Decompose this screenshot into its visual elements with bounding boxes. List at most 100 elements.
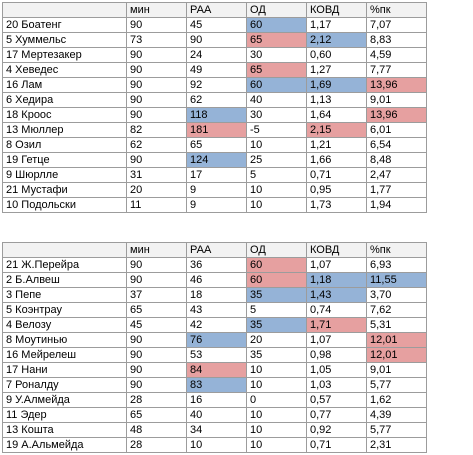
minutes-cell: 90 <box>126 17 187 33</box>
kovd-cell: 1,07 <box>306 257 367 273</box>
kovd-cell: 1,73 <box>306 197 367 213</box>
minutes-cell: 90 <box>126 62 187 78</box>
pk-percent-cell: 4,39 <box>366 407 427 423</box>
od-cell: 35 <box>246 317 307 333</box>
minutes-cell: 62 <box>126 137 187 153</box>
minutes-cell: 11 <box>126 197 187 213</box>
kovd-cell: 0,92 <box>306 422 367 438</box>
kovd-cell: 1,18 <box>306 272 367 288</box>
raa-cell: 62 <box>186 92 247 108</box>
od-cell: 60 <box>246 77 307 93</box>
pk-percent-cell: 9,01 <box>366 362 427 378</box>
table-row: 8 Моутинью 90 76 20 1,07 12,01 <box>2 332 427 348</box>
od-cell: 30 <box>246 107 307 123</box>
stats-table-portugal: мин РАА ОД КОВД %пк 21 Ж.Перейра 90 36 60 1,07 6,9… <box>2 242 427 453</box>
header-row: мин РАА ОД КОВД %пк <box>2 2 427 18</box>
od-cell: 10 <box>246 377 307 393</box>
table-row: 21 Ж.Перейра 90 36 60 1,07 6,93 <box>2 257 427 273</box>
raa-cell: 24 <box>186 47 247 63</box>
raa-cell: 9 <box>186 182 247 198</box>
pk-percent-cell: 7,07 <box>366 17 427 33</box>
player-name-cell: 19 А.Альмейда <box>2 437 127 453</box>
kovd-cell: 1,05 <box>306 362 367 378</box>
player-name-cell: 5 Хуммельс <box>2 32 127 48</box>
player-name-cell: 9 Шюрлле <box>2 167 127 183</box>
player-name-cell: 16 Мейрелеш <box>2 347 127 363</box>
minutes-cell: 90 <box>126 332 187 348</box>
od-cell: 10 <box>246 407 307 423</box>
od-cell: 10 <box>246 197 307 213</box>
table-row: 5 Хуммельс 73 90 65 2,12 8,83 <box>2 32 427 48</box>
od-cell: 10 <box>246 422 307 438</box>
pk-percent-cell: 6,93 <box>366 257 427 273</box>
raa-cell: 124 <box>186 152 247 168</box>
kovd-header: КОВД <box>306 242 367 258</box>
od-cell: 30 <box>246 47 307 63</box>
minutes-cell: 90 <box>126 77 187 93</box>
minutes-cell: 90 <box>126 377 187 393</box>
player-name-cell: 5 Коэнтрау <box>2 302 127 318</box>
pk-percent-cell: 6,01 <box>366 122 427 138</box>
raa-cell: 10 <box>186 437 247 453</box>
raa-cell: 90 <box>186 32 247 48</box>
kovd-cell: 1,43 <box>306 287 367 303</box>
table-row: 13 Кошта 48 34 10 0,92 5,77 <box>2 422 427 438</box>
raa-cell: 76 <box>186 332 247 348</box>
od-cell: 20 <box>246 332 307 348</box>
pk-percent-cell: 7,62 <box>366 302 427 318</box>
table-row: 8 Озил 62 65 10 1,21 6,54 <box>2 137 427 153</box>
table-row: 2 Б.Алвеш 90 46 60 1,18 11,55 <box>2 272 427 288</box>
od-cell: 25 <box>246 152 307 168</box>
pk-percent-cell: 5,77 <box>366 422 427 438</box>
player-name-cell: 21 Ж.Перейра <box>2 257 127 273</box>
name-header <box>2 242 127 258</box>
table-row: 4 Велозу 45 42 35 1,71 5,31 <box>2 317 427 333</box>
table-row: 5 Коэнтрау 65 43 5 0,74 7,62 <box>2 302 427 318</box>
minutes-cell: 20 <box>126 182 187 198</box>
kovd-cell: 0,71 <box>306 437 367 453</box>
od-cell: 10 <box>246 362 307 378</box>
pk-percent-cell: 11,55 <box>366 272 427 288</box>
header-row: мин РАА ОД КОВД %пк <box>2 242 427 258</box>
kovd-cell: 1,66 <box>306 152 367 168</box>
pk-percent-cell: 1,62 <box>366 392 427 408</box>
player-name-cell: 13 Мюллер <box>2 122 127 138</box>
pk-percent-cell: 1,77 <box>366 182 427 198</box>
pk-percent-header: %пк <box>366 242 427 258</box>
pk-percent-cell: 13,96 <box>366 107 427 123</box>
kovd-cell: 0,60 <box>306 47 367 63</box>
raa-cell: 34 <box>186 422 247 438</box>
player-name-cell: 18 Кроос <box>2 107 127 123</box>
player-name-cell: 17 Мертезакер <box>2 47 127 63</box>
pk-percent-cell: 1,94 <box>366 197 427 213</box>
player-name-cell: 20 Боатенг <box>2 17 127 33</box>
raa-header: РАА <box>186 2 247 18</box>
player-name-cell: 7 Роналду <box>2 377 127 393</box>
pk-percent-cell: 6,54 <box>366 137 427 153</box>
pk-percent-cell: 5,31 <box>366 317 427 333</box>
od-cell: 65 <box>246 62 307 78</box>
minutes-cell: 90 <box>126 152 187 168</box>
od-cell: 40 <box>246 92 307 108</box>
stats-table-germany: мин РАА ОД КОВД %пк 20 Боатенг 90 45 60 1,17 7,07 5… <box>2 2 427 213</box>
od-header: ОД <box>246 2 307 18</box>
od-cell: 5 <box>246 167 307 183</box>
raa-cell: 53 <box>186 347 247 363</box>
od-cell: 60 <box>246 17 307 33</box>
pk-percent-cell: 2,31 <box>366 437 427 453</box>
minutes-cell: 82 <box>126 122 187 138</box>
od-cell: 10 <box>246 137 307 153</box>
table-row: 6 Хедира 90 62 40 1,13 9,01 <box>2 92 427 108</box>
od-cell: 10 <box>246 182 307 198</box>
table-row: 9 Шюрлле 31 17 5 0,71 2,47 <box>2 167 427 183</box>
table-row: 13 Мюллер 82 181 -5 2,15 6,01 <box>2 122 427 138</box>
minutes-cell: 48 <box>126 422 187 438</box>
raa-cell: 36 <box>186 257 247 273</box>
pk-percent-cell: 4,59 <box>366 47 427 63</box>
kovd-cell: 2,12 <box>306 32 367 48</box>
minutes-cell: 65 <box>126 302 187 318</box>
minutes-cell: 45 <box>126 317 187 333</box>
kovd-cell: 0,71 <box>306 167 367 183</box>
raa-cell: 18 <box>186 287 247 303</box>
kovd-cell: 0,95 <box>306 182 367 198</box>
